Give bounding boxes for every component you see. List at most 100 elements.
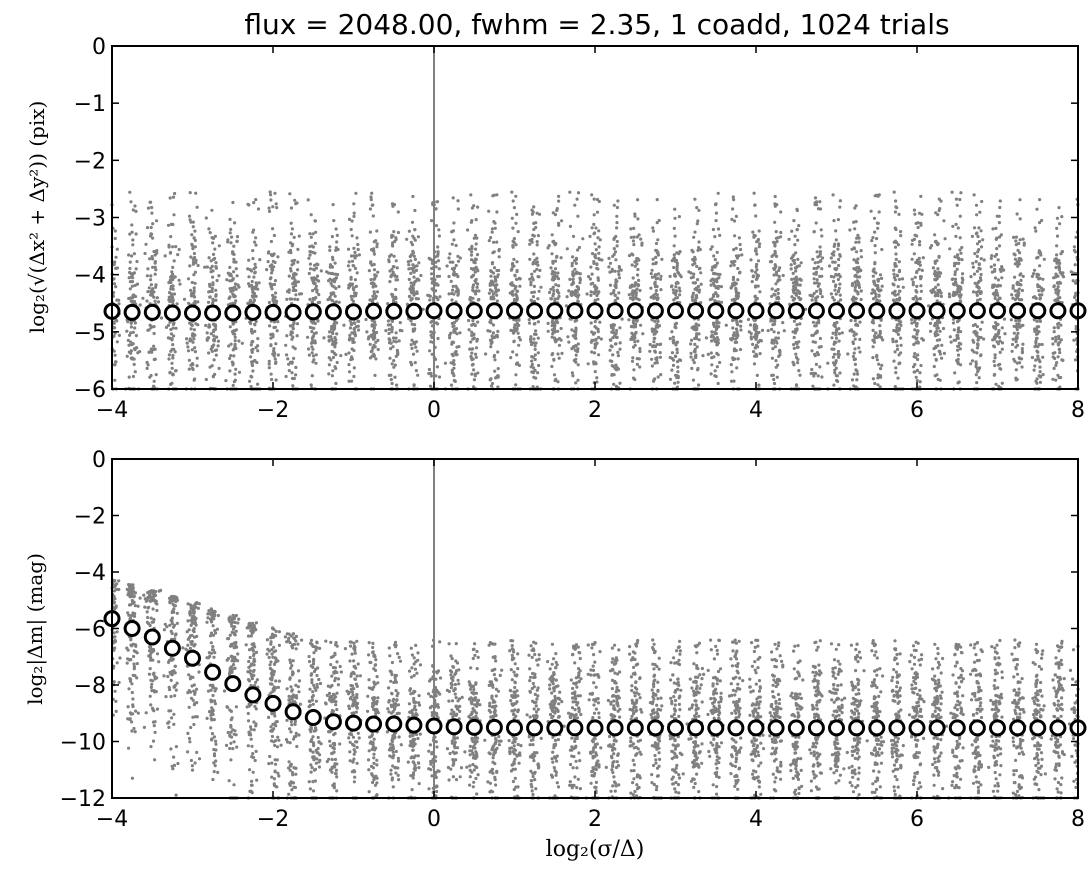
top-scatter-dot (145, 274, 149, 278)
top-scatter-dot (530, 355, 534, 359)
top-scatter-dot (631, 289, 635, 293)
top-scatter-dot (131, 374, 135, 379)
top-scatter-dot (314, 361, 318, 365)
top-scatter-dot (129, 299, 133, 303)
top-scatter-dot (530, 272, 534, 276)
top-scatter-dot (936, 291, 940, 295)
top-scatter-dot (615, 214, 619, 218)
top-scatter-dot (511, 239, 515, 243)
top-scatter-dot (113, 363, 117, 367)
top-scatter-dot (490, 230, 494, 234)
top-scatter-dot (752, 350, 756, 354)
top-scatter-dot (354, 254, 358, 258)
top-scatter-dot (337, 285, 341, 289)
top-scatter-dot (948, 247, 952, 251)
top-scatter-dot (331, 331, 335, 336)
top-scatter-dot (272, 350, 276, 355)
top-scatter-dot (991, 227, 995, 231)
top-scatter-dot (125, 354, 129, 358)
top-scatter-dot (571, 255, 575, 259)
top-scatter-dot (129, 325, 133, 329)
top-scatter-dot (832, 383, 836, 387)
top-scatter-dot (612, 203, 616, 207)
top-scatter-dot (958, 214, 962, 218)
top-scatter-dot (553, 299, 557, 303)
top-scatter-dot (171, 322, 175, 326)
top-panel: −4 −2 0 2 4 6 8 0−1−2−3−4−5−6 log₂(√(Δx² + Δy²… (25, 35, 1087, 423)
top-scatter-dot (233, 378, 237, 382)
top-scatter-dot (615, 239, 619, 244)
top-scatter-dot (572, 290, 576, 294)
top-scatter-dot (430, 277, 434, 281)
top-scatter-dot (452, 374, 456, 378)
top-scatter-dot (509, 268, 513, 272)
top-scatter-dot (387, 327, 391, 331)
top-scatter-dot (273, 325, 277, 329)
top-scatter-dot (513, 323, 517, 327)
top-scatter-dot (574, 256, 579, 260)
top-scatter-dot (850, 329, 854, 333)
top-scatter-dot (492, 240, 496, 244)
top-scatter-dot (375, 290, 380, 294)
top-scatter-dot (899, 234, 903, 238)
top-scatter-dot (269, 332, 273, 337)
top-scatter-dot (653, 336, 657, 340)
top-scatter-dot (331, 340, 335, 344)
top-scatter-dot (187, 301, 191, 305)
top-scatter-dot (837, 355, 841, 359)
top-scatter-dot (714, 211, 719, 215)
top-scatter-dot (928, 246, 933, 250)
top-scatter-dot (696, 248, 700, 252)
top-scatter-dot (392, 339, 396, 343)
top-scatter-dot (810, 298, 814, 302)
top-scatter-dot (189, 327, 193, 331)
top-scatter-dot (610, 359, 614, 363)
top-scatter-dot (407, 267, 411, 271)
top-scatter-dot (818, 207, 823, 211)
top-scatter-dot (207, 290, 211, 294)
top-scatter-dot (364, 317, 368, 322)
top-scatter-dot (192, 328, 196, 332)
top-scatter-dot (992, 325, 996, 329)
top-scatter-dot (574, 353, 578, 357)
top-scatter-dot (850, 283, 855, 287)
top-scatter-dot (289, 206, 294, 210)
top-scatter-dot (376, 338, 380, 342)
top-scatter-dot (131, 243, 135, 247)
top-scatter-dot (593, 231, 597, 235)
top-scatter-dot (819, 228, 823, 232)
top-scatter-dot (452, 221, 456, 225)
top-scatter-dot (171, 277, 175, 282)
top-scatter-dot (173, 275, 177, 279)
top-scatter-dot (711, 294, 716, 298)
top-scatter-dot (233, 339, 237, 343)
top-scatter-dot (880, 276, 884, 280)
top-scatter-dot (333, 300, 337, 304)
top-scatter-dot (837, 263, 841, 268)
top-scatter-dot (371, 281, 375, 285)
top-scatter-dot (993, 353, 997, 357)
top-scatter-dot (289, 241, 293, 245)
top-scatter-dot (972, 193, 976, 197)
top-scatter-dot (330, 324, 334, 329)
top-scatter-dot (234, 299, 238, 303)
top-scatter-dot (610, 364, 614, 368)
top-scatter-dot (872, 216, 877, 220)
top-scatter-dot (274, 378, 278, 382)
top-scatter-dot (353, 291, 357, 295)
top-scatter-dot (353, 333, 357, 337)
top-scatter-dot (976, 285, 980, 290)
top-scatter-dot (893, 329, 897, 333)
top-scatter-dot (660, 257, 664, 261)
top-scatter-dot (921, 256, 925, 260)
top-scatter-dot (409, 290, 413, 294)
top-scatter-dot (144, 242, 148, 246)
top-scatter-dot (169, 292, 174, 296)
top-scatter-dot (155, 249, 159, 253)
top-scatter-dot (895, 323, 899, 327)
top-scatter-dot (779, 230, 783, 235)
top-scatter-dot (792, 219, 796, 223)
top-scatter-dot (288, 297, 292, 301)
top-scatter-dot (291, 384, 295, 388)
top-scatter-dot (217, 244, 221, 248)
